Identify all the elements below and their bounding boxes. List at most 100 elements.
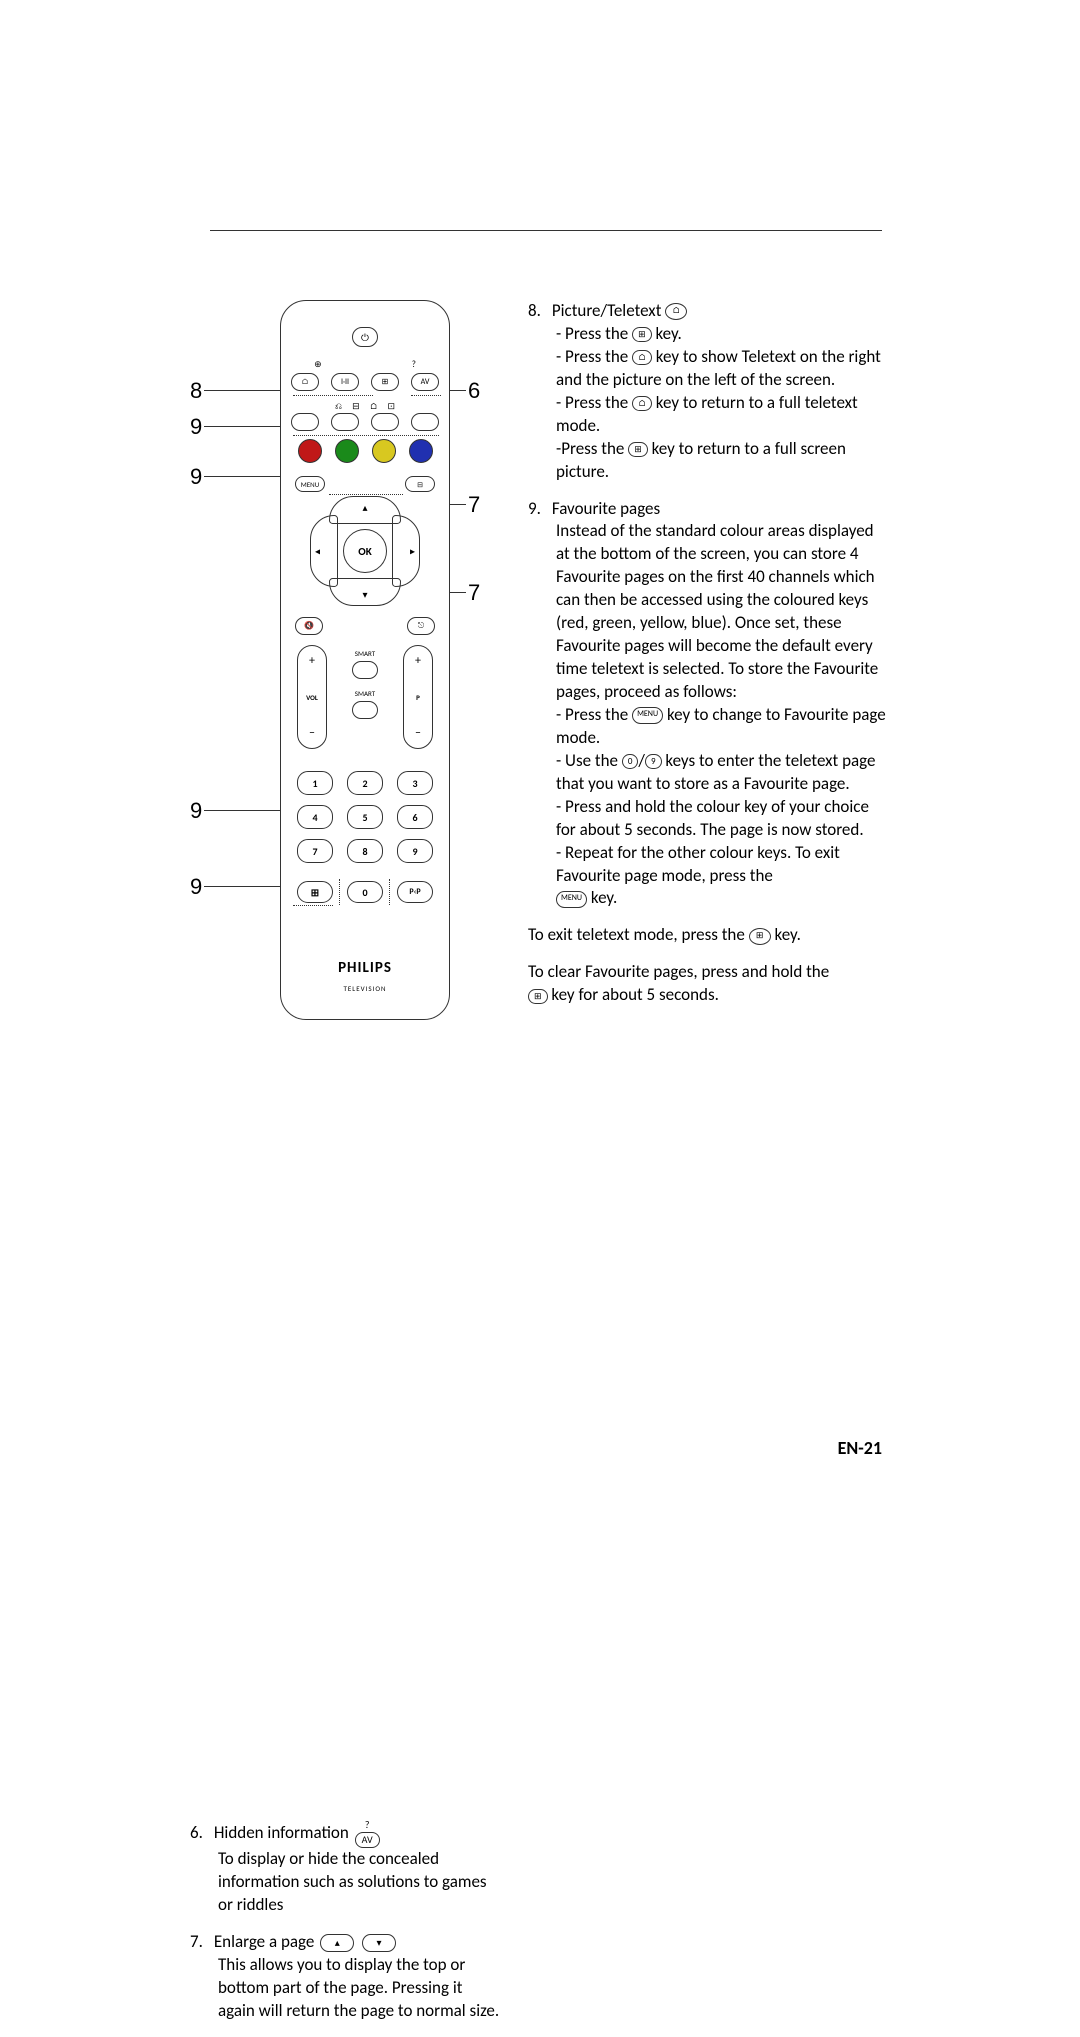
callout-line — [204, 476, 286, 477]
pic-teletext-key-icon: ⌂ — [632, 350, 652, 365]
smart-area: +VOL– +P– SMART SMART — [281, 645, 449, 755]
callout-line — [204, 426, 286, 427]
t: - Press the — [556, 323, 632, 344]
surround-icon: ⊕ — [314, 359, 322, 370]
num-7: 7 — [297, 839, 333, 863]
t: To exit teletext mode, press the — [528, 924, 749, 945]
menu-key-icon: MENU — [556, 891, 587, 908]
p-label: P — [416, 693, 420, 702]
zero-key-icon: 0 — [622, 754, 639, 769]
green-button — [335, 439, 359, 463]
dpad-down — [329, 578, 401, 606]
t: To clear Favourite pages, press and hold… — [528, 961, 829, 982]
sym: ⌂ — [370, 401, 378, 412]
info-key-icon: ⊞ — [528, 989, 548, 1004]
volume-rocker: +VOL– — [297, 645, 327, 749]
smart-sound-button — [352, 701, 378, 719]
pic-teletext-key-icon: ⌂ — [632, 396, 652, 411]
prev-prog-button: P‹P — [397, 881, 433, 903]
dotted-line — [339, 879, 340, 905]
red-button — [298, 439, 322, 463]
smart-label: SMART — [355, 689, 375, 698]
remote-diagram: 8 9 9 9 9 6 7 7 ⏻ — [190, 300, 500, 1040]
item6-num: 6. — [190, 1822, 210, 1845]
number-pad: 1 2 3 4 5 6 7 8 9 — [297, 771, 433, 863]
num-0: 0 — [347, 881, 383, 903]
item9-title: Favourite pages — [552, 498, 660, 519]
right-column: 8. Picture/Teletext ⌂ - Press the ⊞ key.… — [528, 300, 888, 2037]
num-1: 1 — [297, 771, 333, 795]
page-number: EN-21 — [838, 1437, 882, 1459]
callout-line — [204, 390, 286, 391]
t: - Use the — [556, 750, 622, 771]
exit-button: ⎋ — [407, 617, 435, 635]
format-button: ⊞ — [371, 373, 399, 391]
down-lens-icon: ▾ — [362, 1934, 396, 1952]
callout-line — [204, 886, 286, 887]
t: -Press the — [556, 438, 628, 459]
smart-picture-button — [352, 661, 378, 679]
num-2: 2 — [347, 771, 383, 795]
callout-9a: 9 — [190, 414, 202, 440]
item7-num: 7. — [190, 1931, 210, 1954]
up-lens-icon: ▴ — [320, 1934, 354, 1952]
t: - Press the — [556, 704, 632, 725]
pic-teletext-icon: ⌂ — [665, 303, 687, 320]
callout-line — [204, 810, 286, 811]
dotted-line — [389, 879, 390, 905]
num-6: 6 — [397, 805, 433, 829]
t: - Press the — [556, 346, 632, 367]
info-button: ⊞ — [297, 881, 333, 903]
num-3: 3 — [397, 771, 433, 795]
dotted-line — [293, 395, 373, 396]
dotted-line — [329, 494, 403, 495]
callout-7a: 7 — [468, 492, 480, 518]
sym: ⊟ — [352, 401, 360, 412]
red-fn-button — [291, 413, 319, 431]
callout-6: 6 — [468, 378, 480, 404]
question-icon: ? — [412, 359, 416, 370]
item9-body: Instead of the standard colour areas dis… — [556, 520, 878, 702]
t: key. — [652, 323, 682, 344]
left-column: 8 9 9 9 9 6 7 7 ⏻ — [190, 300, 500, 2037]
teletext-key-icon: ⊞ — [749, 928, 771, 945]
green-fn-button — [331, 413, 359, 431]
t: key. — [771, 924, 801, 945]
callout-7b: 7 — [468, 580, 480, 606]
callout-8: 8 — [190, 378, 202, 404]
program-rocker: +P– — [403, 645, 433, 749]
t: - Repeat for the other colour keys. To e… — [556, 842, 840, 886]
audio-button: I·II — [331, 373, 359, 391]
nine-key-icon: 9 — [645, 754, 662, 769]
dotted-line — [411, 395, 441, 396]
item7-title: Enlarge a page — [214, 1931, 315, 1952]
t: - Press the — [556, 392, 632, 413]
av-button: AV — [411, 373, 439, 391]
list-button: ⊟ — [405, 476, 435, 492]
dpad: OK — [310, 496, 420, 606]
teletext-key-icon: ⊞ — [632, 327, 652, 342]
ok-button: OK — [343, 529, 387, 573]
brand-label: PHILIPS — [281, 959, 449, 977]
smart-label: SMART — [355, 649, 375, 658]
av-icon: ? AV — [353, 1820, 382, 1848]
item8-title: Picture/Teletext — [552, 300, 662, 321]
item9-num: 9. — [528, 498, 548, 521]
left-text: 6. Hidden information ? AV To display or… — [190, 1820, 500, 2023]
t: - Press and hold the colour key of your … — [556, 796, 869, 840]
callout-9d: 9 — [190, 874, 202, 900]
yellow-fn-button — [371, 413, 399, 431]
callout-9b: 9 — [190, 464, 202, 490]
dpad-left — [310, 515, 338, 587]
t: key. — [587, 887, 617, 908]
dotted-line — [293, 435, 439, 436]
item8-num: 8. — [528, 300, 548, 323]
item6-body: To display or hide the concealed informa… — [190, 1848, 500, 1917]
blue-fn-button — [411, 413, 439, 431]
t: key for about 5 seconds. — [548, 984, 719, 1005]
num-4: 4 — [297, 805, 333, 829]
brand-sublabel: TELEVISION — [281, 984, 449, 993]
dpad-up — [329, 496, 401, 524]
dpad-right — [392, 515, 420, 587]
menu-button: MENU — [295, 476, 325, 492]
